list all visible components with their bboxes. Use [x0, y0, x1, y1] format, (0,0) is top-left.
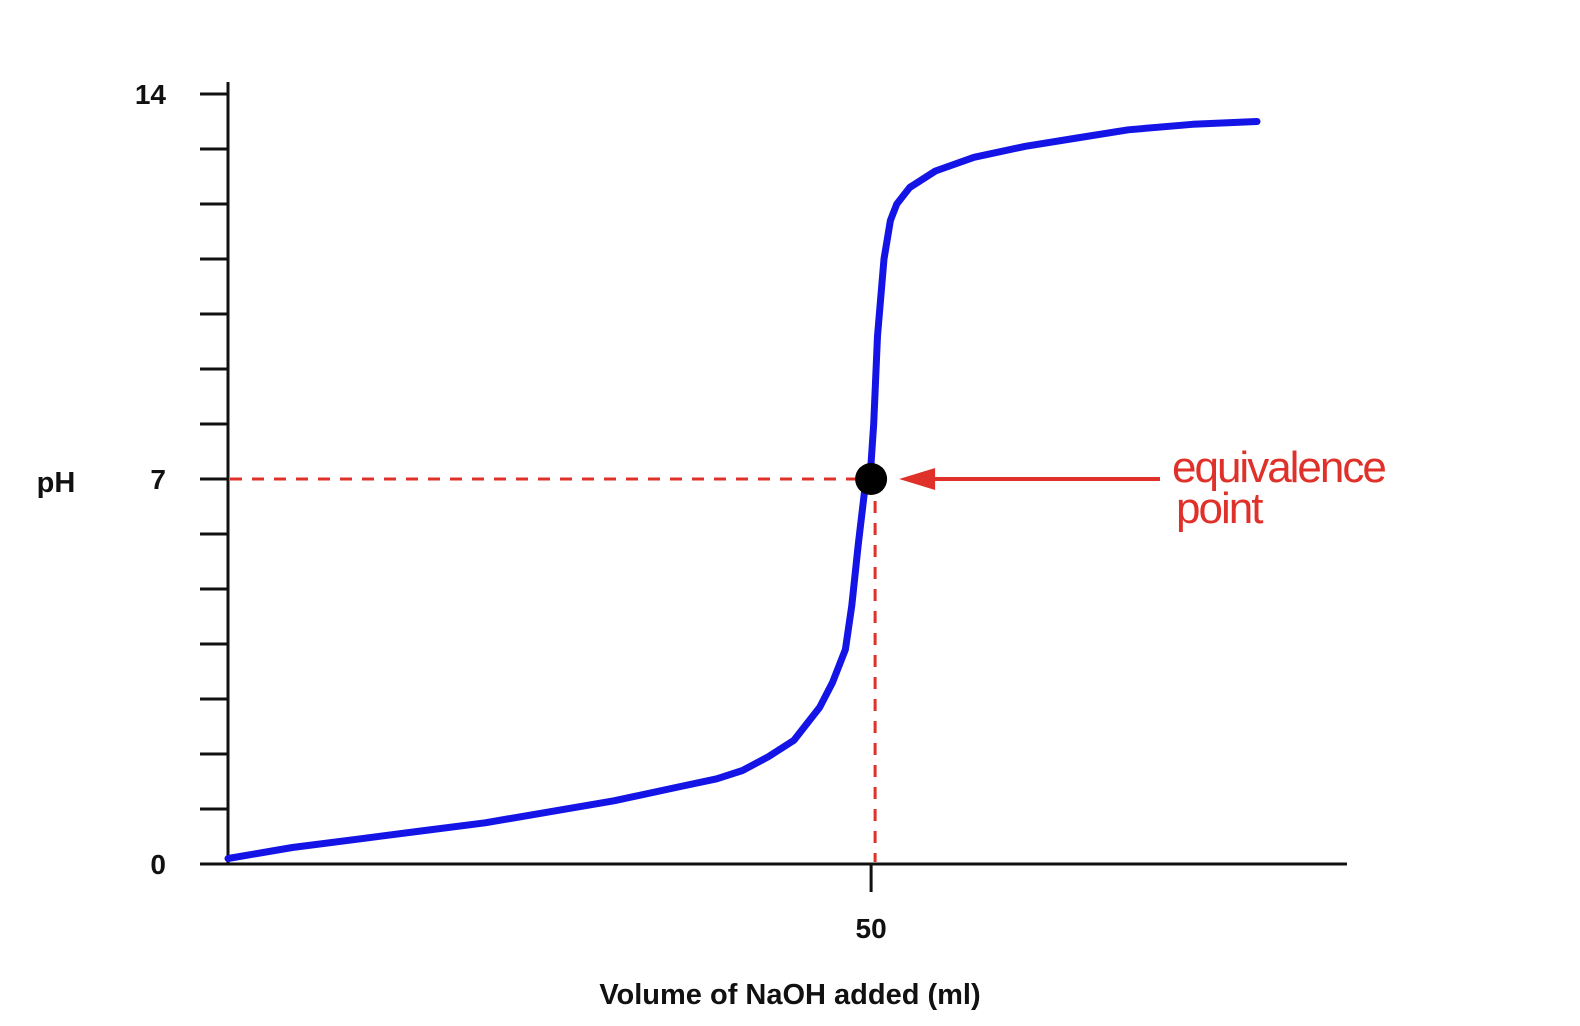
x-axis-label: Volume of NaOH added (ml)	[599, 979, 980, 1011]
y-axis-label: pH	[37, 467, 76, 499]
axis-ticks	[200, 92, 873, 892]
annotation-text-line: equivalence	[1172, 443, 1385, 492]
reference-lines	[230, 477, 877, 862]
curve-layer	[224, 118, 1261, 862]
y-tick-label: 7	[150, 464, 166, 495]
y-tick-label: 14	[135, 79, 167, 110]
x-tick-label: 50	[856, 913, 887, 944]
equivalence-point-marker	[855, 463, 888, 495]
tick-labels: 0 7 14 50	[135, 79, 887, 944]
annotation-arrowhead	[899, 468, 936, 490]
y-tick-label: 0	[150, 849, 166, 880]
annotation-text-line: point	[1176, 484, 1263, 533]
titration-curve	[224, 118, 1261, 862]
